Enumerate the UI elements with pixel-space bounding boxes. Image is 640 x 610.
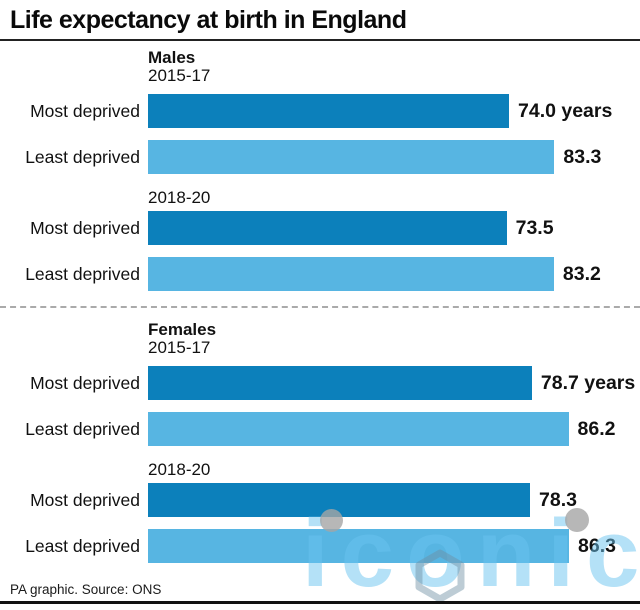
period-label: 2018-20 (148, 460, 211, 479)
bar-row: Most deprived 78.3 (0, 483, 640, 517)
period-label: 2015-17 (148, 338, 211, 357)
row-label: Least deprived (25, 536, 140, 556)
period-group: 2015-17 Most deprived 74.0 years Least depr… (0, 67, 640, 174)
bar-value: 78.3 (539, 488, 577, 511)
row-label: Least deprived (25, 147, 140, 167)
bar-dark (148, 366, 532, 400)
bar-value: 73.5 (515, 216, 554, 239)
period-group: 2015-17 Most deprived 78.7 years Least depr… (0, 339, 640, 446)
row-label: Least deprived (25, 419, 140, 439)
row-label: Most deprived (30, 373, 140, 393)
bar-row: Least deprived 86.3 (0, 529, 640, 563)
bar-light (148, 140, 555, 174)
bar-dark (148, 211, 507, 245)
chart-section-males: Males 2015-17 Most deprived 74.0 years Least… (0, 49, 640, 291)
bar-value: 78.7 years (540, 371, 636, 394)
bar-row: Most deprived 74.0 years (0, 94, 640, 128)
bar-dark (148, 94, 509, 128)
section-divider (0, 306, 640, 308)
gender-label: Females (148, 320, 217, 339)
bar-row: Least deprived 83.2 (0, 257, 640, 291)
bar-dark (148, 483, 530, 517)
bar-value: 83.3 (563, 145, 602, 168)
row-label: Most deprived (30, 101, 140, 121)
period-label: 2015-17 (148, 66, 211, 85)
bar-row: Most deprived 78.7 years (0, 366, 640, 400)
row-label: Most deprived (30, 218, 140, 238)
period-group: 2018-20 Most deprived 73.5 Least deprived 83… (0, 189, 640, 291)
period-group: 2018-20 Most deprived 78.3 Least deprived 86… (0, 461, 640, 563)
bar-light (148, 257, 554, 291)
bar-row: Least deprived 86.2 (0, 412, 640, 446)
chart-section-females: Females 2015-17 Most deprived 78.7 years Lea… (0, 321, 640, 563)
period-label: 2018-20 (148, 188, 211, 207)
bar-row: Most deprived 73.5 (0, 211, 640, 245)
bar-chart: Males 2015-17 Most deprived 74.0 years Least… (0, 49, 640, 563)
gender-label: Males (148, 48, 196, 67)
page-title: Life expectancy at birth in England (10, 6, 407, 34)
header: Life expectancy at birth in England (0, 0, 640, 41)
bar-value: 83.2 (562, 262, 601, 285)
bar-light (148, 412, 569, 446)
row-label: Most deprived (30, 490, 140, 510)
row-label: Least deprived (25, 264, 140, 284)
bar-value: 86.3 (578, 534, 616, 557)
bar-value: 74.0 years (518, 99, 613, 122)
bar-value: 86.2 (577, 417, 616, 440)
bar-light (148, 529, 569, 563)
bar-row: Least deprived 83.3 (0, 140, 640, 174)
source-credit: PA graphic. Source: ONS (0, 582, 640, 604)
